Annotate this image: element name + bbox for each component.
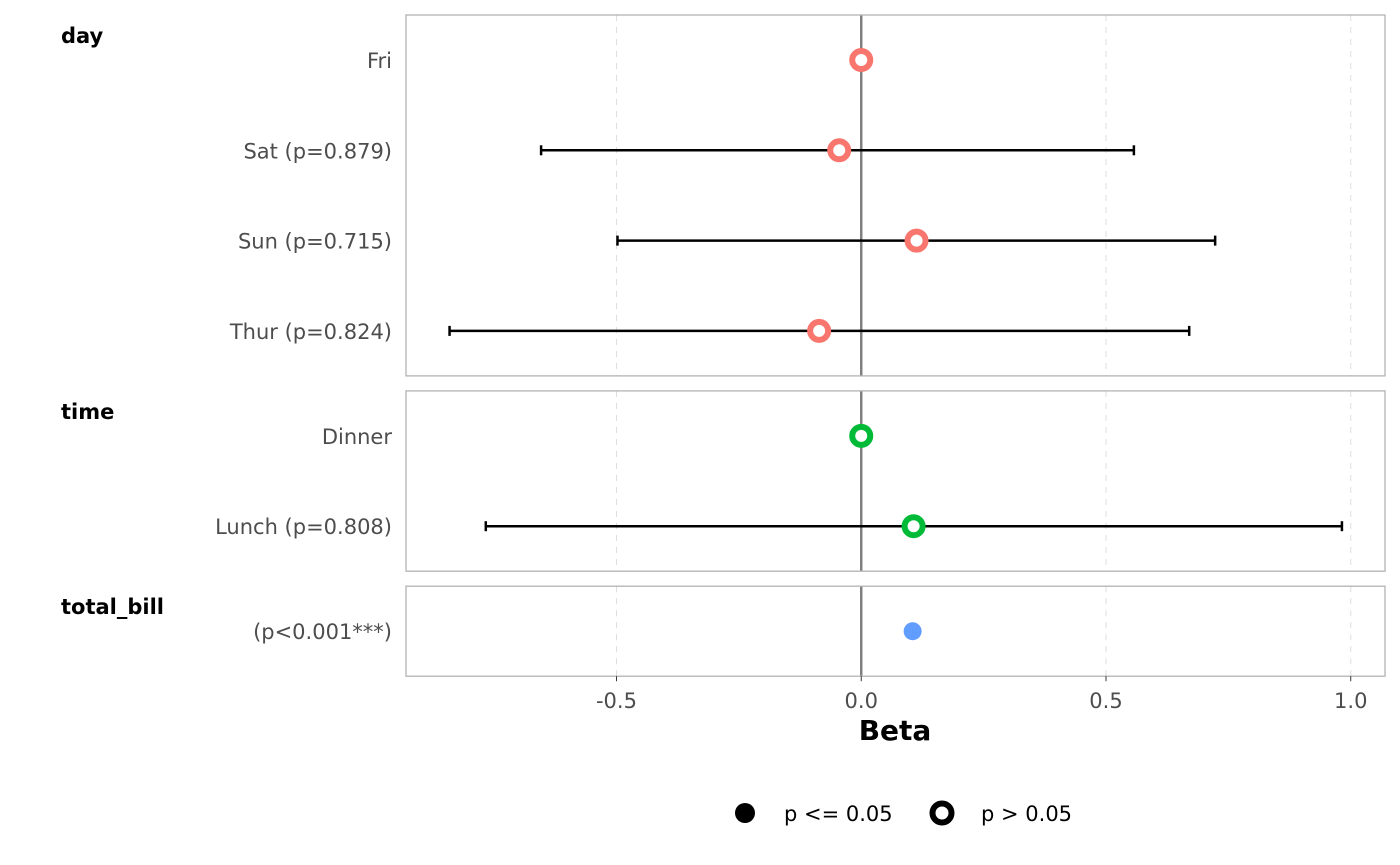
estimate-point-hollow bbox=[904, 228, 929, 253]
labels: day Fri Sat (p=0.879) Sun (p=0.715) Thur (p=… bbox=[61, 24, 392, 644]
estimate-point-hollow bbox=[849, 423, 874, 448]
group-title-time: time bbox=[61, 400, 114, 424]
row-label: Sun (p=0.715) bbox=[238, 230, 392, 254]
x-tick-label: 0.5 bbox=[1089, 689, 1122, 713]
gridlines bbox=[615, 15, 1352, 677]
estimate-point-hollow bbox=[807, 318, 832, 343]
row-label: Sat (p=0.879) bbox=[243, 139, 392, 163]
x-tick-label: 1.0 bbox=[1334, 689, 1367, 713]
estimate-point-hollow bbox=[849, 48, 874, 72]
estimate-point-hollow bbox=[901, 514, 926, 539]
panel-frame-day bbox=[405, 14, 1386, 377]
row-label: Lunch (p=0.808) bbox=[215, 515, 392, 539]
panels bbox=[405, 14, 1386, 677]
row-label: Dinner bbox=[322, 425, 393, 449]
x-tick-label: 0.0 bbox=[845, 689, 878, 713]
panel-frame-total_bill bbox=[405, 585, 1386, 677]
legend-hollow-marker bbox=[929, 800, 955, 826]
row-label: Thur (p=0.824) bbox=[229, 320, 392, 344]
legend-filled-marker bbox=[735, 803, 755, 823]
estimate-point-hollow bbox=[827, 138, 852, 163]
row-label: (p<0.001***) bbox=[253, 620, 392, 644]
group-title-total_bill: total_bill bbox=[61, 595, 164, 619]
estimate-point-filled bbox=[903, 622, 922, 641]
x-tick-label: -0.5 bbox=[596, 689, 637, 713]
marks bbox=[448, 48, 1344, 641]
x-axis: -0.5 0.0 0.5 1.0 bbox=[596, 676, 1367, 713]
legend-label-nonsignificant: p > 0.05 bbox=[981, 802, 1072, 826]
row-label: Fri bbox=[367, 49, 392, 73]
legend-label-significant: p <= 0.05 bbox=[784, 802, 893, 826]
x-axis-title: Beta bbox=[859, 714, 932, 747]
legend: p <= 0.05 p > 0.05 bbox=[735, 800, 1072, 826]
group-title-day: day bbox=[61, 24, 104, 48]
panel-frame-time bbox=[405, 390, 1386, 572]
